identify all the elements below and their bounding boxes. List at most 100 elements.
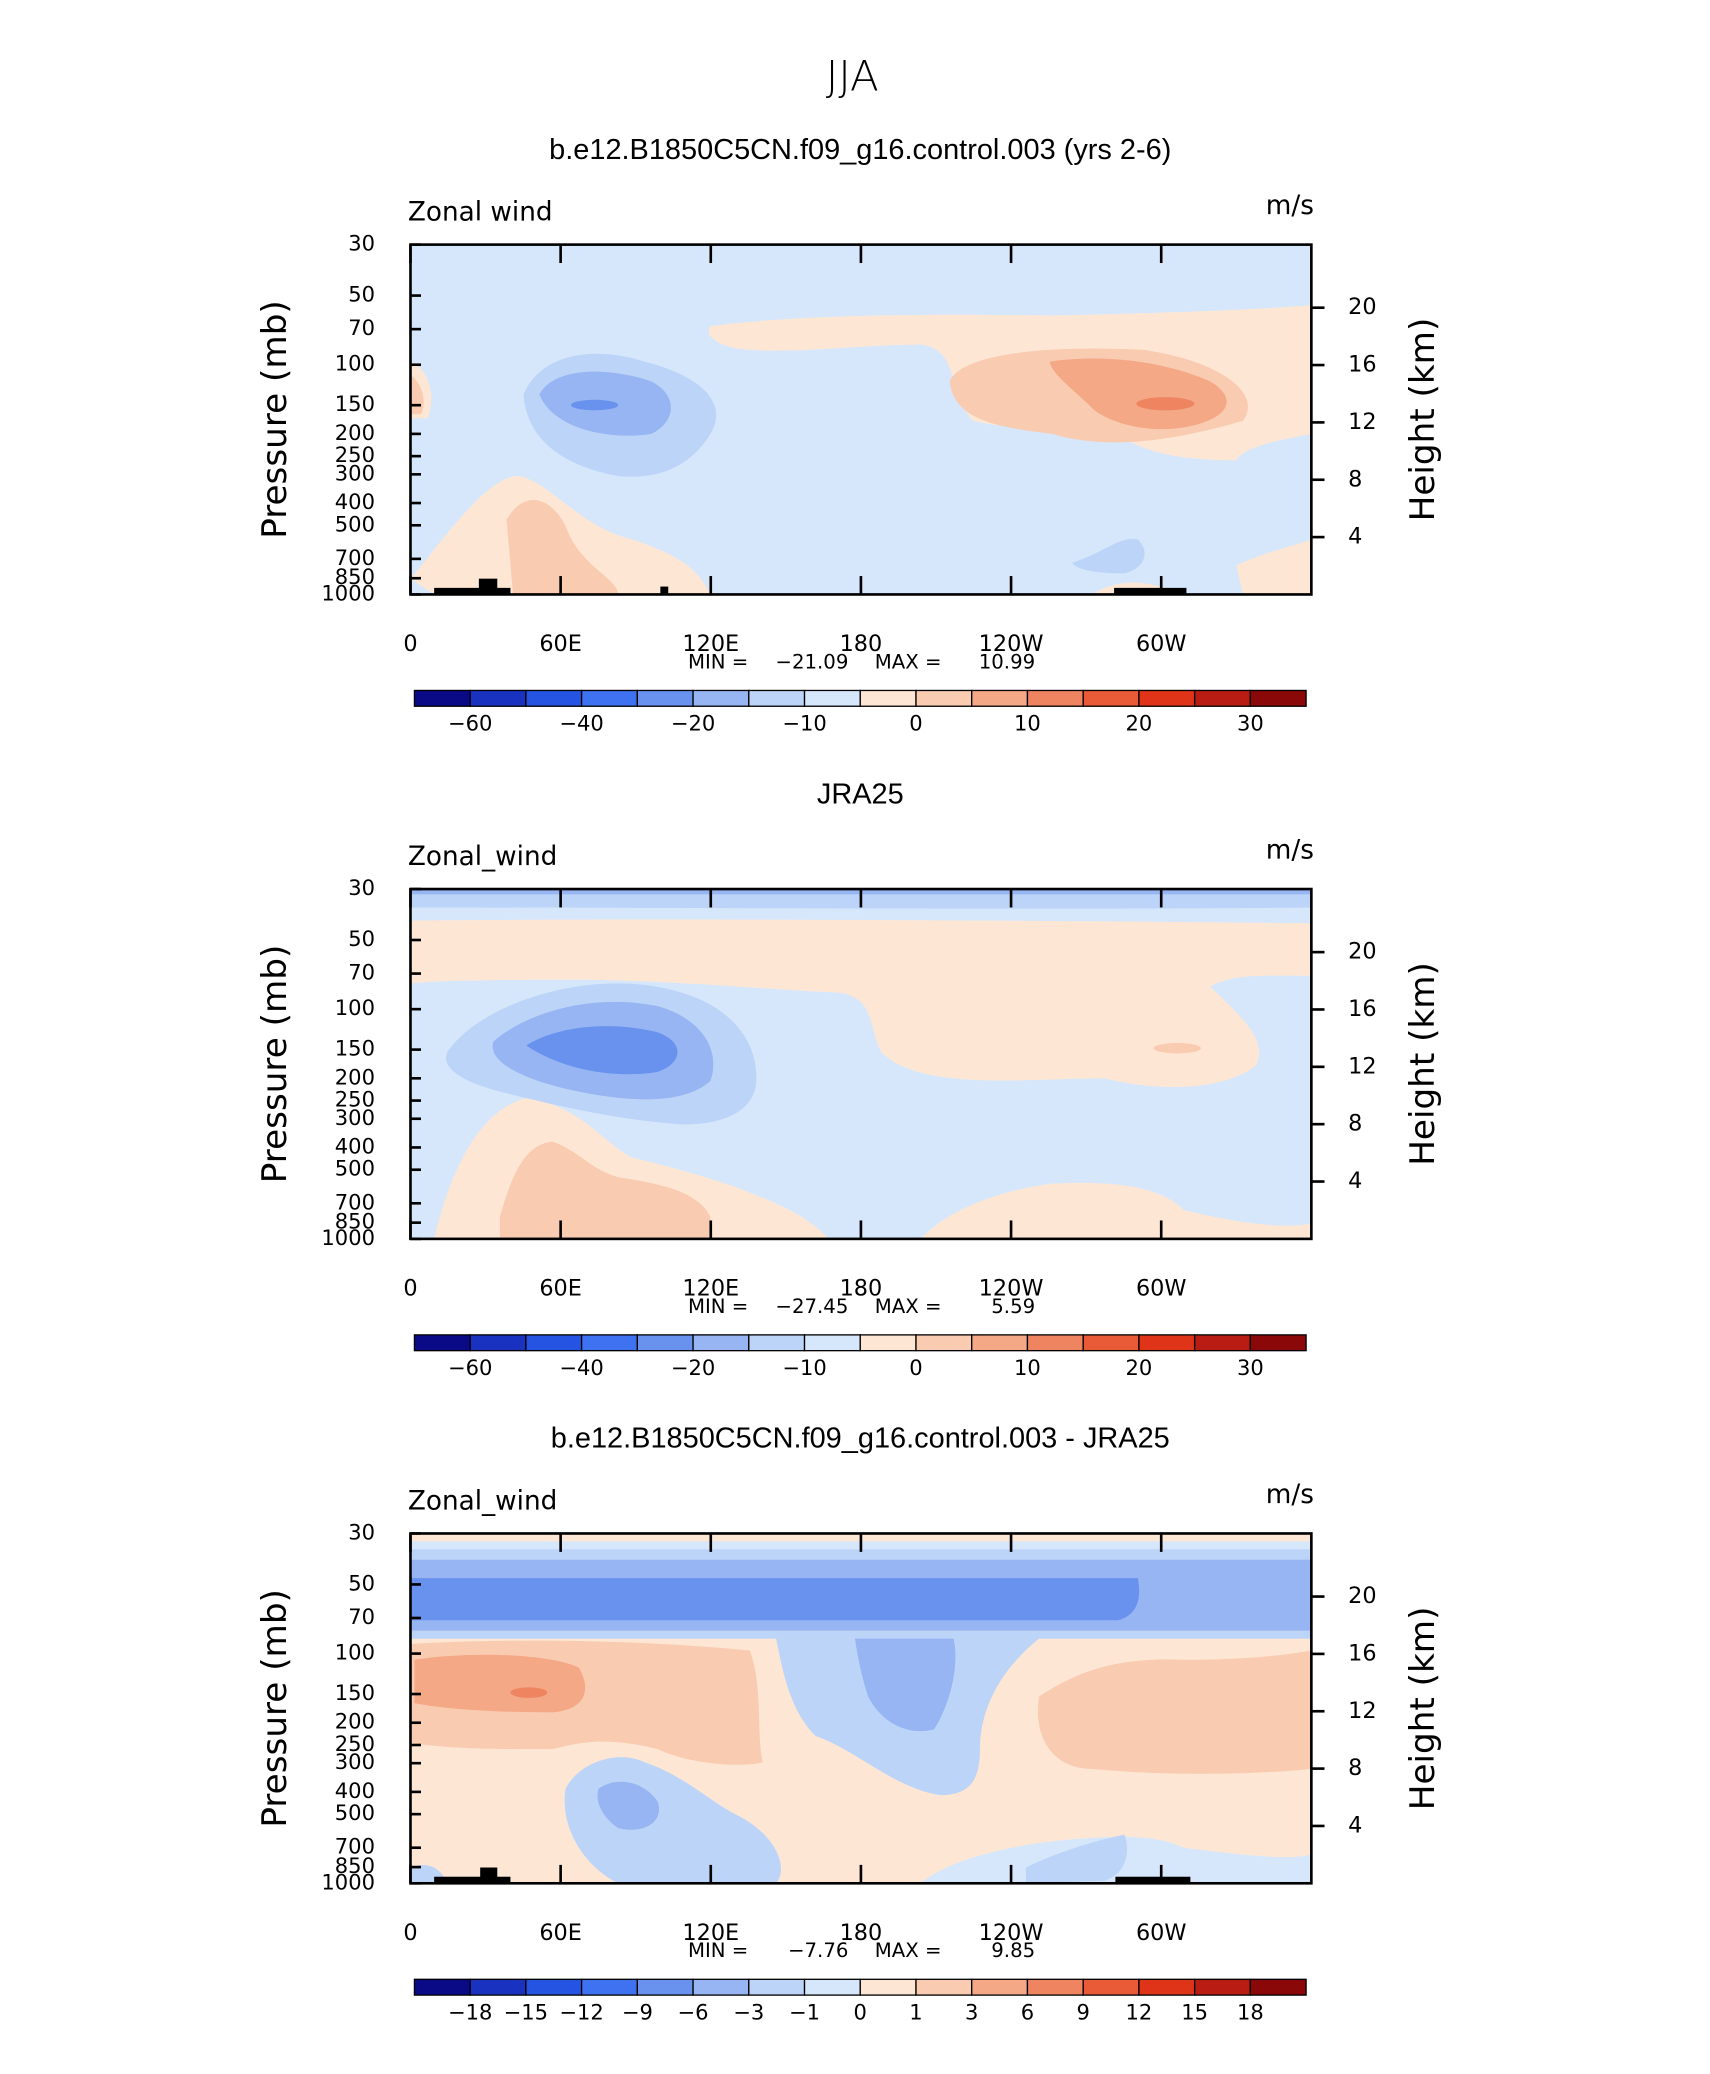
colorbar-box xyxy=(636,1978,694,1996)
x-tick-label: 0 xyxy=(403,631,417,657)
panel-title: JRA25 xyxy=(817,778,904,810)
colorbar-box xyxy=(580,689,638,707)
colorbar-label: −1 xyxy=(789,2000,820,2025)
colorbar-box xyxy=(636,1334,694,1352)
colorbar-box xyxy=(1193,1978,1252,1996)
y-tick-label: 50 xyxy=(348,1570,375,1595)
colorbar-box xyxy=(525,689,583,707)
y-tick-label: 150 xyxy=(335,391,375,416)
colorbar-label: −18 xyxy=(448,2000,492,2025)
colorbar-label: −40 xyxy=(559,1355,603,1380)
y-tick-label: 300 xyxy=(335,1105,375,1130)
x-tick-label: 120E xyxy=(682,1275,739,1301)
panel-title: b.e12.B1850C5CN.f09_g16.control.003 - JR… xyxy=(551,1423,1170,1455)
max-label: MAX = xyxy=(875,650,942,673)
y2-tick-label: 16 xyxy=(1348,996,1376,1022)
x-tick-label: 120W xyxy=(979,1920,1044,1946)
y-tick-label: 1000 xyxy=(321,580,375,605)
colorbar-box xyxy=(525,1334,583,1352)
y-tick-label: 700 xyxy=(335,1834,375,1859)
colorbar-label: 10 xyxy=(1014,711,1041,736)
colorbar-label: 12 xyxy=(1126,2000,1153,2025)
colorbar-box xyxy=(971,1334,1029,1352)
colorbar-box xyxy=(915,1334,973,1352)
colorbar-box xyxy=(748,689,806,707)
y-tick-label: 1000 xyxy=(321,1869,375,1894)
colorbar-box xyxy=(859,689,917,707)
x-tick-label: 180 xyxy=(840,1920,883,1946)
min-value: −7.76 xyxy=(788,1939,848,1962)
colorbar-label: 0 xyxy=(909,711,922,736)
y2-axis-label: Height (km) xyxy=(1403,318,1443,522)
y2-tick-label: 12 xyxy=(1348,1698,1376,1724)
y-tick-label: 50 xyxy=(348,926,375,951)
y-tick-label: 30 xyxy=(348,1519,375,1544)
y-tick-label: 70 xyxy=(348,315,375,340)
colorbar-box xyxy=(971,1978,1029,1996)
x-tick-label: 180 xyxy=(840,1275,883,1301)
colorbar-box xyxy=(413,1978,471,1996)
colorbar-box xyxy=(1249,1978,1307,1996)
colorbar-box xyxy=(1082,1978,1140,1996)
left-string: Zonal_wind xyxy=(408,842,558,872)
y2-tick-label: 16 xyxy=(1348,352,1376,378)
contour-field xyxy=(410,889,1312,1239)
y2-tick-label: 20 xyxy=(1348,1583,1376,1609)
y-tick-label: 150 xyxy=(335,1036,375,1061)
colorbar-label: 15 xyxy=(1181,2000,1208,2025)
y2-axis-label: Height (km) xyxy=(1403,1607,1443,1811)
x-tick-label: 120W xyxy=(979,1275,1044,1301)
y-tick-label: 70 xyxy=(348,960,375,985)
y-tick-label: 250 xyxy=(335,1731,375,1756)
contour-field xyxy=(410,1533,1312,1884)
colorbar-box xyxy=(1249,1334,1307,1352)
colorbar-box xyxy=(915,1978,973,1996)
left-string: Zonal_wind xyxy=(408,1486,558,1516)
y-tick-label: 100 xyxy=(335,1640,375,1665)
min-value: −27.45 xyxy=(775,1295,848,1318)
right-string: m/s xyxy=(1266,835,1314,865)
colorbar-box xyxy=(1138,689,1196,707)
colorbar-label: 30 xyxy=(1237,1355,1264,1380)
colorbar-box xyxy=(413,1334,471,1352)
colorbar-label: −6 xyxy=(678,2000,709,2025)
y-tick-label: 50 xyxy=(348,282,375,307)
x-tick-label: 60E xyxy=(539,1920,582,1946)
max-value: 5.59 xyxy=(991,1295,1035,1318)
colorbar-box xyxy=(748,1334,806,1352)
colorbar-box xyxy=(1082,689,1140,707)
colorbar-box xyxy=(1138,1334,1196,1352)
colorbar-box xyxy=(692,1978,750,1996)
colorbar-label: 6 xyxy=(1021,2000,1034,2025)
y2-tick-label: 12 xyxy=(1348,1053,1376,1079)
x-tick-label: 60W xyxy=(1136,1275,1187,1301)
x-tick-label: 120W xyxy=(979,631,1044,657)
right-string: m/s xyxy=(1266,1480,1314,1510)
y2-tick-label: 8 xyxy=(1348,1755,1362,1781)
y2-axis-label: Height (km) xyxy=(1403,962,1443,1166)
colorbar-box xyxy=(1026,1334,1084,1352)
colorbar-box xyxy=(748,1978,806,1996)
colorbar-box xyxy=(1138,1978,1196,1996)
x-tick-label: 60W xyxy=(1136,1920,1187,1946)
colorbar-box xyxy=(1082,1334,1140,1352)
y-tick-label: 850 xyxy=(335,564,375,589)
colorbar-box xyxy=(803,689,861,707)
x-tick-label: 180 xyxy=(840,631,883,657)
y2-tick-label: 8 xyxy=(1348,466,1362,492)
y-tick-label: 250 xyxy=(335,1087,375,1112)
y-tick-label: 1000 xyxy=(321,1225,375,1250)
y-tick-label: 500 xyxy=(335,1156,375,1181)
min-label: MIN = xyxy=(688,650,748,673)
y-tick-label: 850 xyxy=(335,1853,375,1878)
y-tick-label: 30 xyxy=(348,231,375,256)
colorbar-box xyxy=(1026,689,1084,707)
colorbar-box xyxy=(525,1978,583,1996)
y-axis-label: Pressure (mb) xyxy=(255,1589,295,1828)
colorbar-label: 9 xyxy=(1076,2000,1089,2025)
colorbar-box xyxy=(413,689,471,707)
y-axis-label: Pressure (mb) xyxy=(255,945,295,1184)
colorbar-label: −20 xyxy=(671,711,715,736)
min-value: −21.09 xyxy=(775,650,848,673)
